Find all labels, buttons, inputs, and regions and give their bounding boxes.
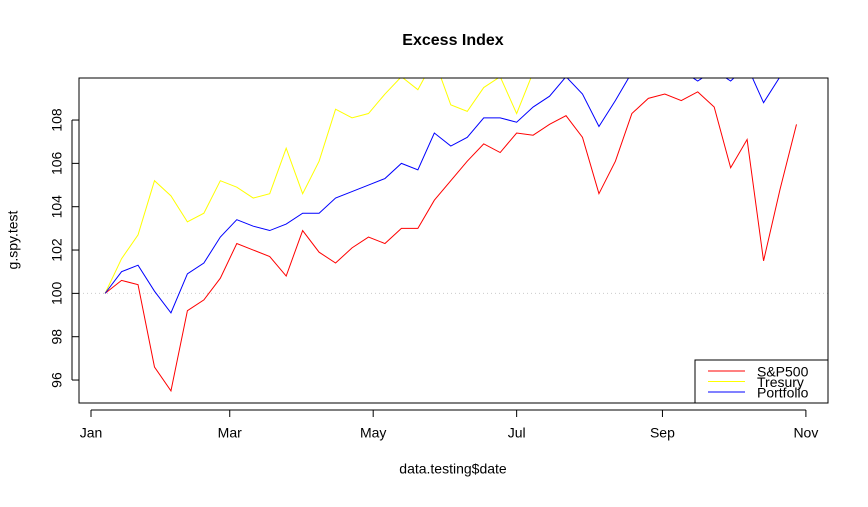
series-line bbox=[104, 78, 780, 314]
x-tick-label: Nov bbox=[793, 425, 818, 441]
x-tick-label: Mar bbox=[218, 425, 242, 441]
y-tick-label: 108 bbox=[49, 108, 65, 132]
series-line bbox=[104, 78, 532, 294]
series-line bbox=[104, 91, 797, 393]
y-tick-label: 98 bbox=[49, 329, 65, 345]
legend-label: Tresury bbox=[757, 374, 804, 390]
legend-label: S&P500 bbox=[757, 364, 809, 380]
plot-area bbox=[79, 78, 828, 393]
x-tick-label: May bbox=[360, 425, 386, 441]
y-tick-label: 96 bbox=[49, 372, 65, 388]
x-tick-label: Jan bbox=[80, 425, 103, 441]
y-tick-label: 104 bbox=[49, 195, 65, 219]
y-axis-label: g.spy.test bbox=[5, 210, 21, 269]
y-tick-label: 106 bbox=[49, 151, 65, 175]
plot-border bbox=[78, 77, 829, 404]
x-tick-label: Sep bbox=[650, 425, 675, 441]
y-tick-label: 102 bbox=[49, 238, 65, 262]
x-axis-label: data.testing$date bbox=[399, 461, 507, 477]
x-tick-label: Jul bbox=[508, 425, 526, 441]
legend-label: Portfolio bbox=[757, 385, 809, 401]
y-tick-label: 100 bbox=[49, 281, 65, 305]
chart-title: Excess Index bbox=[402, 32, 504, 49]
